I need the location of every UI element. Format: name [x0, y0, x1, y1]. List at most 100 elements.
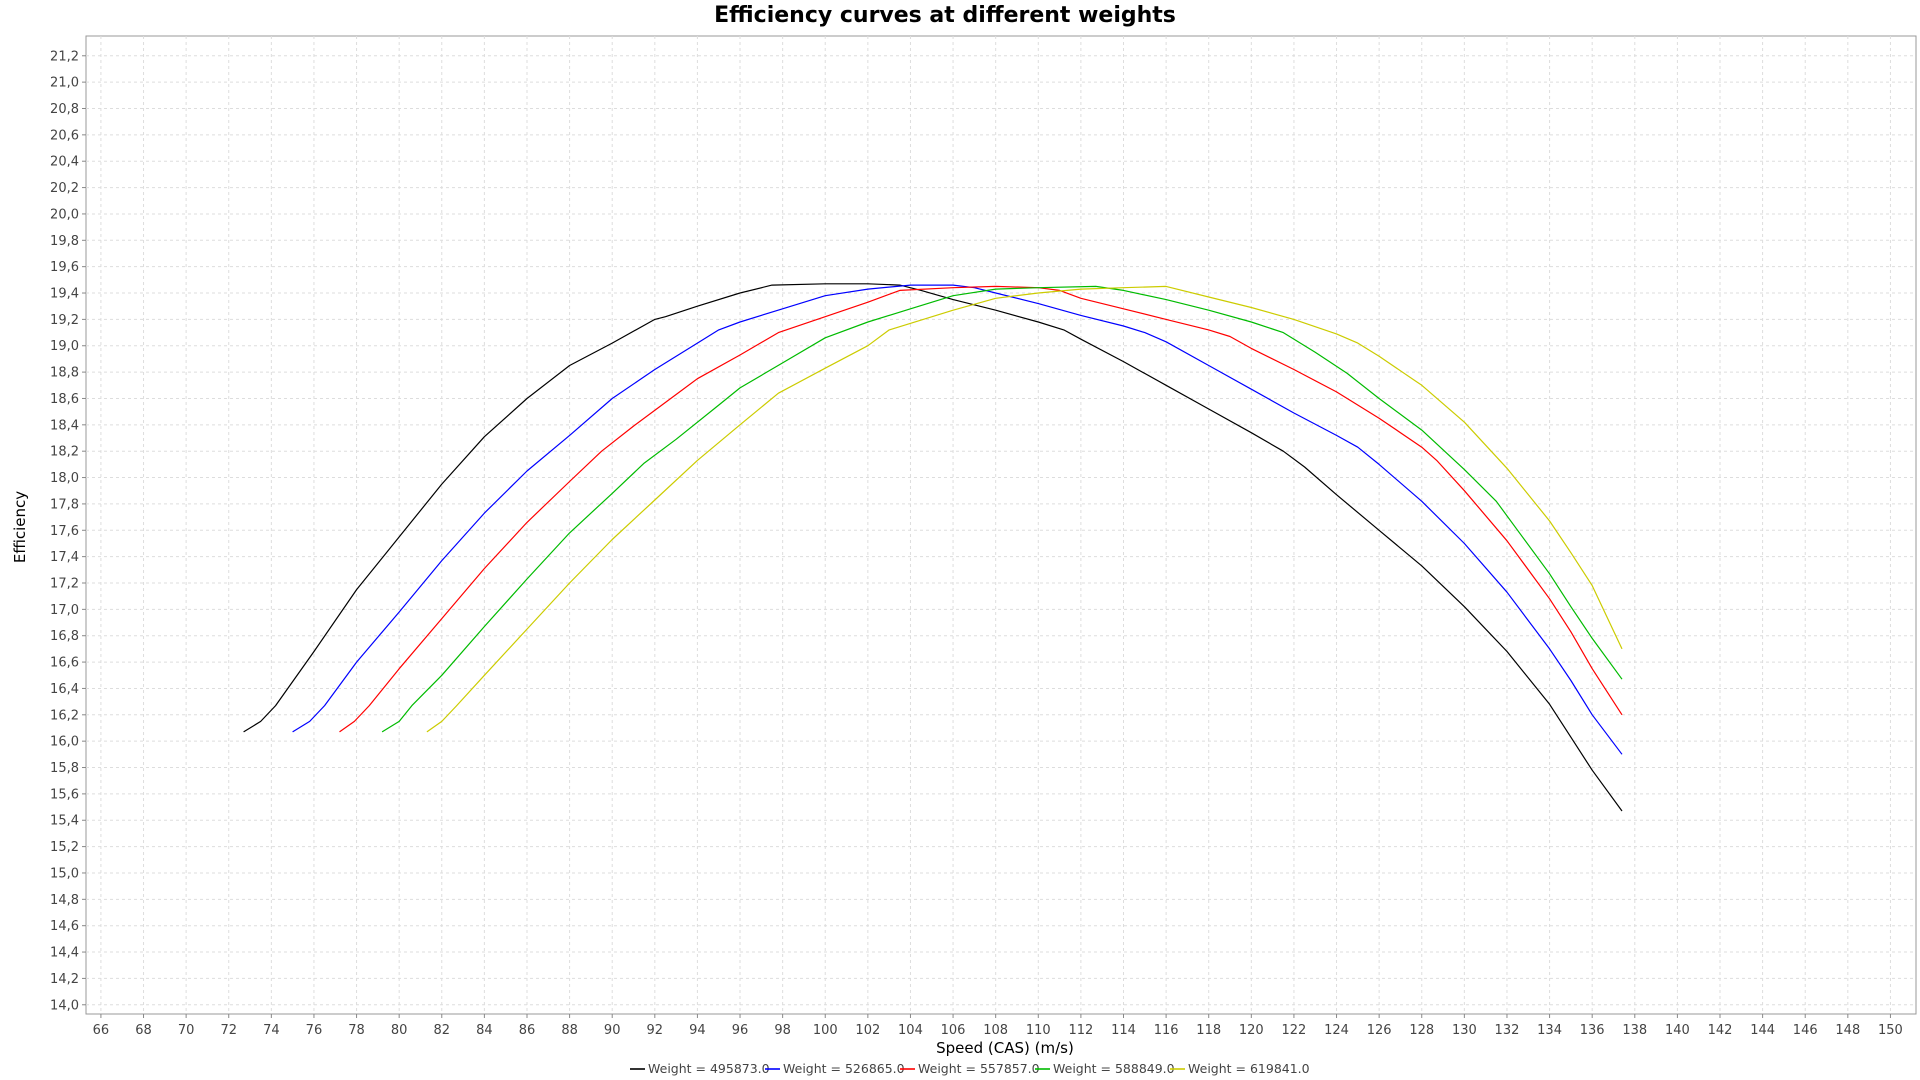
- y-tick-label: 17,0: [50, 603, 79, 618]
- legend-label-3: Weight = 557857.0: [918, 1061, 1040, 1076]
- x-tick-label: 96: [732, 1023, 749, 1038]
- plot-area: [85, 35, 1917, 1015]
- x-tick-label: 86: [519, 1023, 536, 1038]
- x-tick-label: 140: [1665, 1023, 1690, 1038]
- y-tick-label: 19,8: [50, 234, 79, 249]
- x-tick-label: 94: [689, 1023, 706, 1038]
- grid: [86, 36, 1916, 1014]
- y-tick-label: 21,0: [50, 76, 79, 91]
- x-tick-label: 90: [604, 1023, 621, 1038]
- y-tick-label: 16,2: [50, 708, 79, 723]
- y-tick-label: 15,6: [50, 787, 79, 802]
- y-tick-label: 18,8: [50, 366, 79, 381]
- legend-label-1: Weight = 495873.0: [648, 1061, 770, 1076]
- x-tick-label: 114: [1111, 1023, 1136, 1038]
- y-tick-label: 14,4: [50, 946, 79, 961]
- x-tick-label: 74: [263, 1023, 280, 1038]
- y-tick-label: 18,6: [50, 392, 79, 407]
- y-tick-label: 20,4: [50, 155, 79, 170]
- x-tick-label: 100: [813, 1023, 838, 1038]
- y-tick-label: 14,6: [50, 919, 79, 934]
- x-tick-label: 120: [1239, 1023, 1264, 1038]
- x-tick-label: 132: [1495, 1023, 1520, 1038]
- legend-label-2: Weight = 526865.0: [783, 1061, 905, 1076]
- x-tick-label: 72: [220, 1023, 237, 1038]
- x-tick-label: 68: [135, 1023, 152, 1038]
- y-tick-label: 14,8: [50, 893, 79, 908]
- y-tick-label: 19,2: [50, 313, 79, 328]
- x-tick-label: 78: [348, 1023, 365, 1038]
- x-tick-label: 116: [1154, 1023, 1179, 1038]
- y-tick-label: 19,0: [50, 339, 79, 354]
- legend-label-5: Weight = 619841.0: [1188, 1061, 1310, 1076]
- y-axis: 14,0 14,2 14,4 14,6 14,8 15,0 15,2 15,4 15,6 15,8…: [50, 49, 86, 1013]
- x-tick-label: 136: [1580, 1023, 1605, 1038]
- y-tick-label: 16,6: [50, 656, 79, 671]
- y-tick-label: 20,0: [50, 207, 79, 222]
- x-tick-label: 80: [391, 1023, 408, 1038]
- y-tick-label: 21,2: [50, 49, 79, 64]
- y-tick-label: 16,4: [50, 682, 79, 697]
- x-tick-label: 66: [93, 1023, 110, 1038]
- x-tick-label: 92: [647, 1023, 664, 1038]
- x-tick-label: 148: [1835, 1023, 1860, 1038]
- y-tick-label: 17,6: [50, 524, 79, 539]
- y-tick-label: 15,0: [50, 866, 79, 881]
- x-tick-label: 98: [774, 1023, 791, 1038]
- legend-label-4: Weight = 588849.0: [1053, 1061, 1175, 1076]
- x-axis: 66 68 70 72 74 76 78 80 82 84 86 88 90 92 94 96 98 100 102…: [93, 1014, 1903, 1038]
- legend: Weight = 495873.0 Weight = 526865.0 Weight…: [630, 1061, 1310, 1076]
- x-tick-label: 124: [1324, 1023, 1349, 1038]
- x-tick-label: 128: [1409, 1023, 1434, 1038]
- x-tick-label: 108: [983, 1023, 1008, 1038]
- x-tick-label: 106: [941, 1023, 966, 1038]
- x-tick-label: 126: [1367, 1023, 1392, 1038]
- x-tick-label: 88: [561, 1023, 578, 1038]
- y-tick-label: 20,2: [50, 181, 79, 196]
- series-line-3: [339, 285, 1623, 733]
- y-tick-label: 18,2: [50, 445, 79, 460]
- y-tick-label: 16,8: [50, 629, 79, 644]
- y-tick-label: 19,6: [50, 260, 79, 275]
- x-tick-label: 134: [1537, 1023, 1562, 1038]
- series-line-2: [292, 284, 1623, 755]
- x-tick-label: 146: [1793, 1023, 1818, 1038]
- y-tick-label: 17,2: [50, 576, 79, 591]
- y-tick-label: 18,4: [50, 418, 79, 433]
- y-axis-label: Efficiency: [11, 491, 29, 563]
- y-tick-label: 17,4: [50, 550, 79, 565]
- x-tick-label: 130: [1452, 1023, 1477, 1038]
- y-tick-label: 16,0: [50, 735, 79, 750]
- x-tick-label: 104: [898, 1023, 923, 1038]
- y-tick-label: 20,6: [50, 128, 79, 143]
- x-tick-label: 138: [1622, 1023, 1647, 1038]
- x-tick-label: 150: [1878, 1023, 1903, 1038]
- y-tick-label: 20,8: [50, 102, 79, 117]
- x-tick-label: 84: [476, 1023, 493, 1038]
- x-tick-label: 112: [1068, 1023, 1093, 1038]
- x-tick-label: 82: [434, 1023, 451, 1038]
- x-tick-label: 76: [306, 1023, 323, 1038]
- x-tick-label: 142: [1708, 1023, 1733, 1038]
- x-tick-label: 118: [1196, 1023, 1221, 1038]
- x-tick-label: 110: [1026, 1023, 1051, 1038]
- y-tick-label: 18,0: [50, 471, 79, 486]
- series-line-1: [243, 283, 1623, 812]
- y-tick-label: 14,0: [50, 998, 79, 1013]
- y-tick-label: 14,2: [50, 972, 79, 987]
- y-tick-label: 19,4: [50, 287, 79, 302]
- series-line-5: [426, 285, 1623, 733]
- series-line-4: [381, 285, 1623, 733]
- x-tick-label: 102: [855, 1023, 880, 1038]
- x-tick-label: 70: [178, 1023, 195, 1038]
- y-tick-label: 17,8: [50, 497, 79, 512]
- chart-title: Efficiency curves at different weights: [714, 3, 1176, 28]
- x-tick-label: 122: [1282, 1023, 1307, 1038]
- series-lines: [243, 283, 1623, 812]
- x-axis-label: Speed (CAS) (m/s): [936, 1039, 1074, 1057]
- y-tick-label: 15,4: [50, 814, 79, 829]
- x-tick-label: 144: [1750, 1023, 1775, 1038]
- y-tick-label: 15,2: [50, 840, 79, 855]
- y-tick-label: 15,8: [50, 761, 79, 776]
